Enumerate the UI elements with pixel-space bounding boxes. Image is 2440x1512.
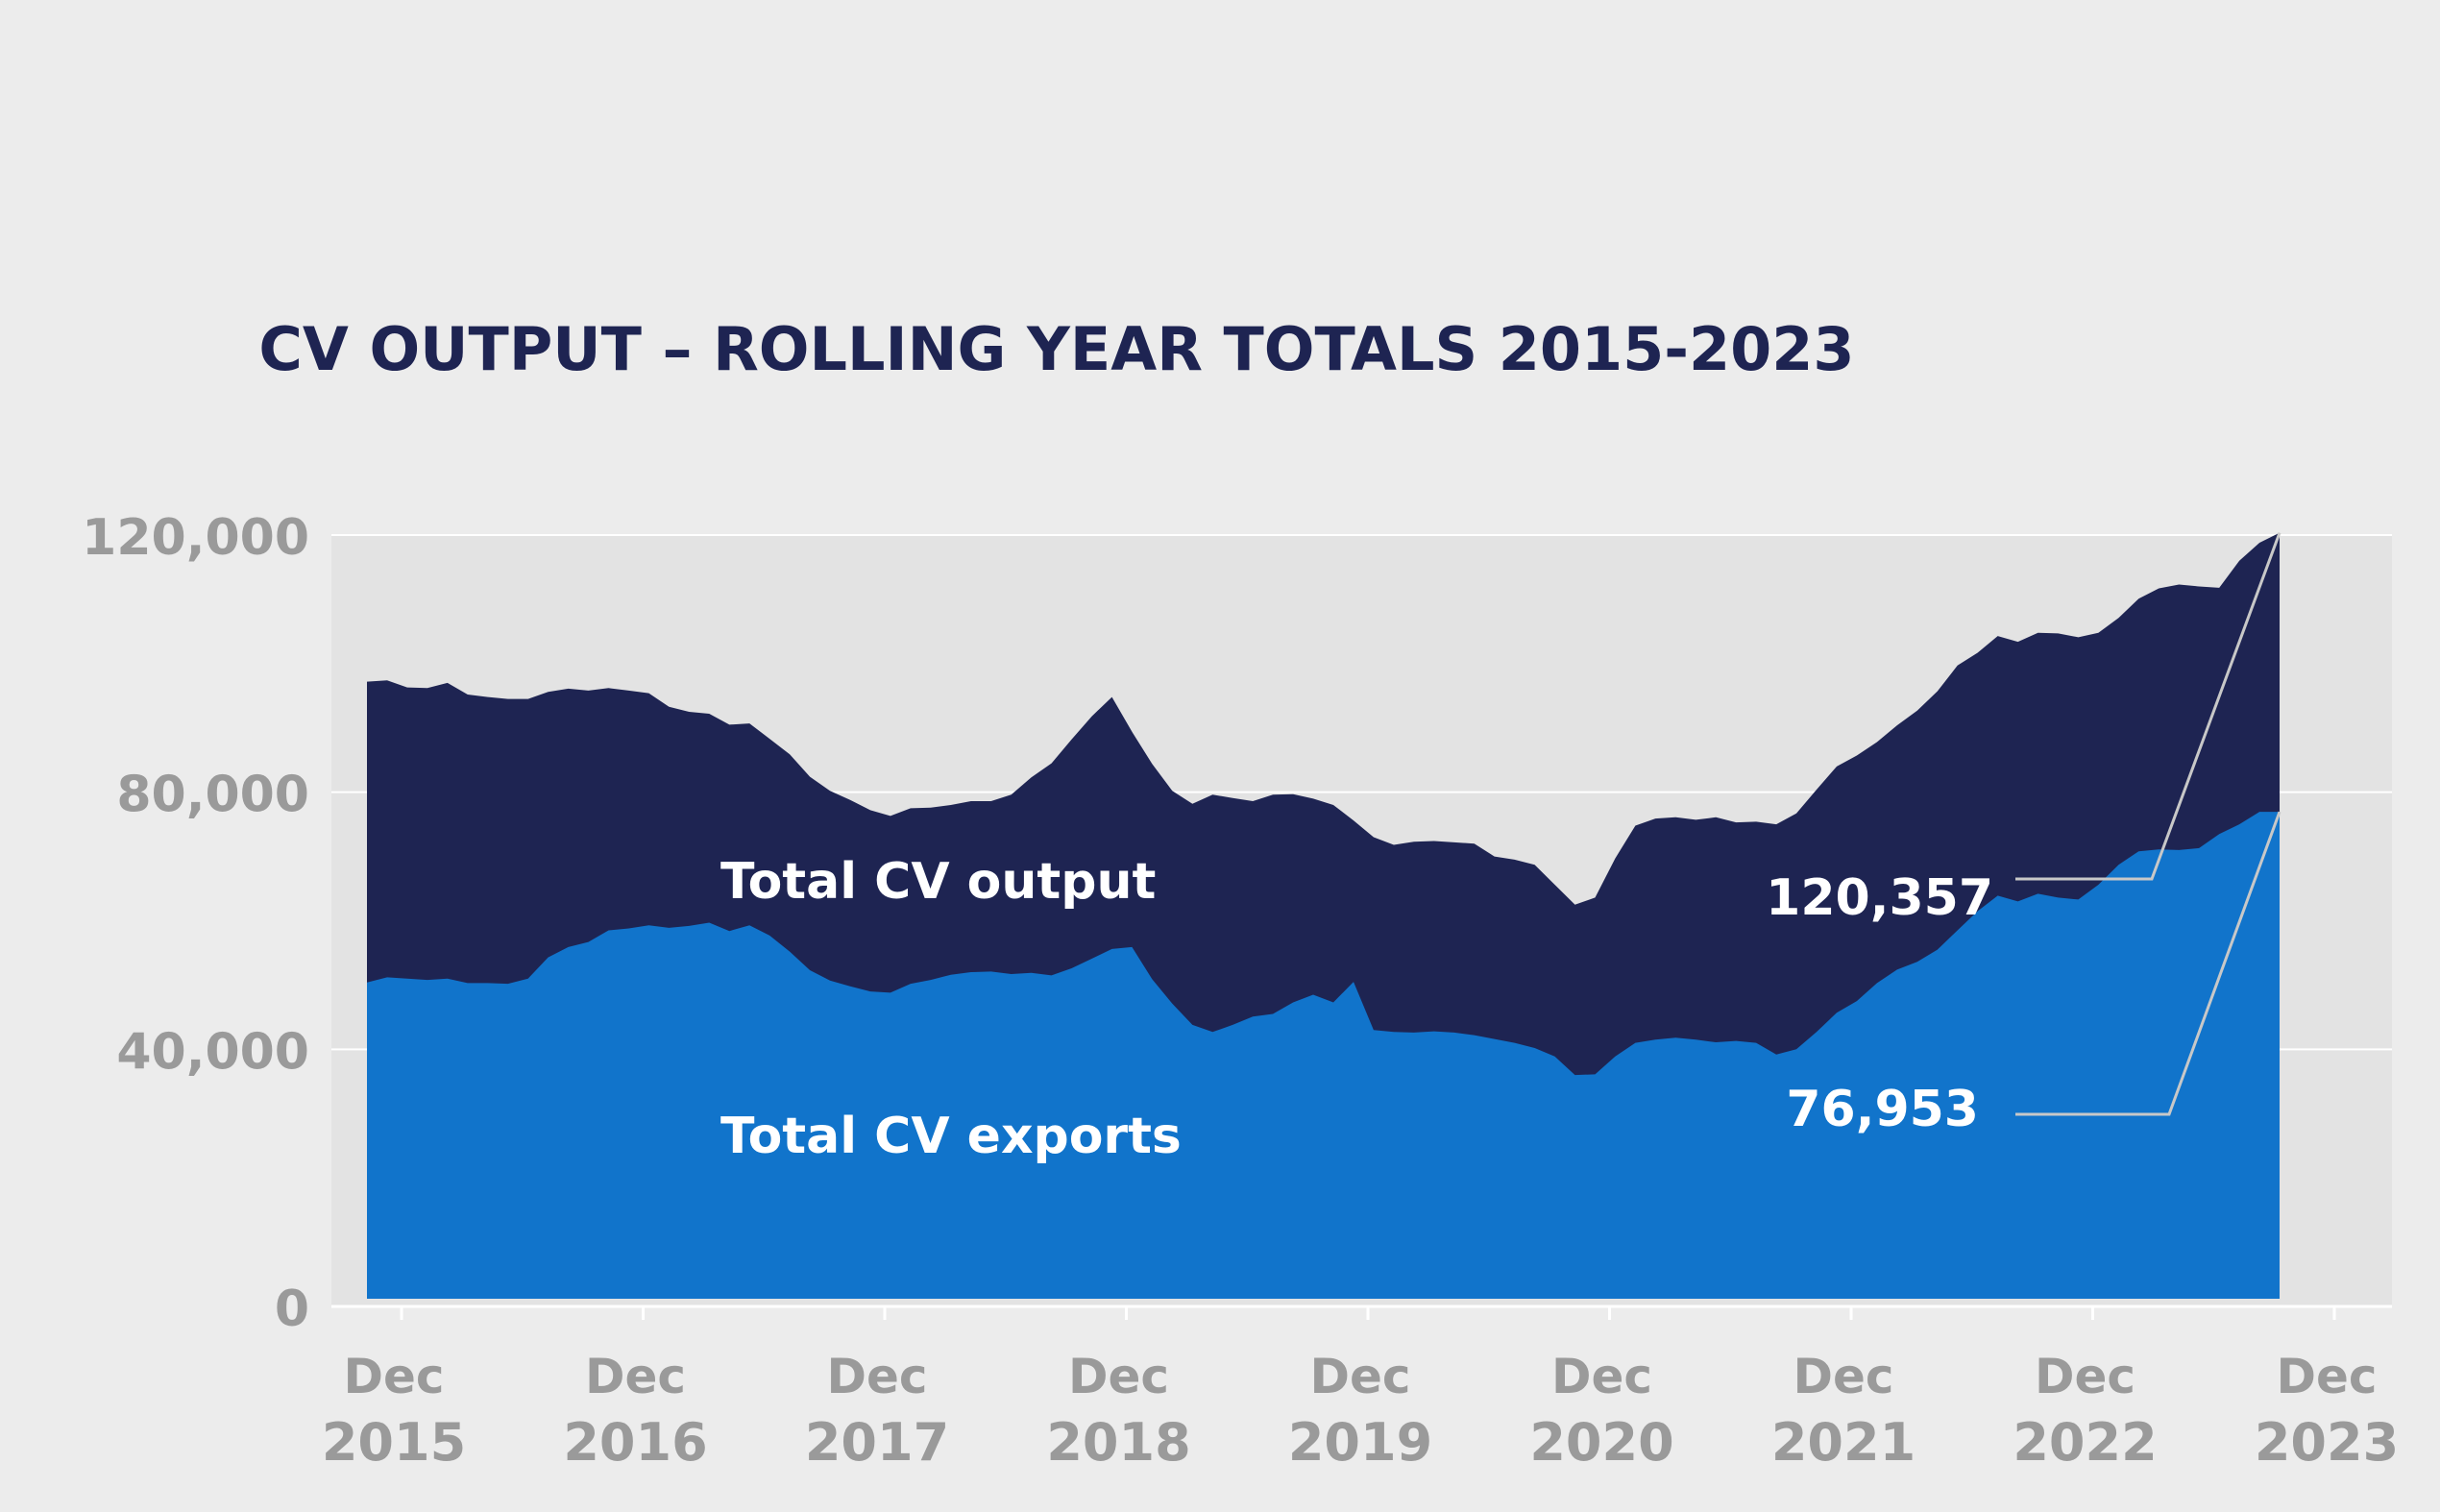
x-axis — [331, 1305, 2392, 1320]
x-tick-year-2015: 2015 — [322, 1412, 466, 1473]
y-tick-label-0: 0 — [275, 1280, 309, 1338]
leader-lines — [2015, 532, 2281, 1116]
x-tick-month-2016: Dec — [585, 1349, 686, 1404]
x-tick-year-2021: 2021 — [1771, 1412, 1915, 1473]
x-tick-month-2015: Dec — [343, 1349, 444, 1404]
x-tick-month-2018: Dec — [1068, 1349, 1169, 1404]
x-tick-month-2022: Dec — [2035, 1349, 2135, 1404]
x-tick-year-2016: 2016 — [563, 1412, 707, 1473]
y-tick-label-1: 40,000 — [116, 1023, 309, 1081]
x-tick-year-2022: 2022 — [2013, 1412, 2157, 1473]
x-tick-month-2019: Dec — [1309, 1349, 1410, 1404]
series-label-output: Total CV output — [720, 853, 1156, 911]
y-tick-labels: 0 40,000 80,000 120,000 — [82, 509, 309, 1338]
x-tick-year-2023: 2023 — [2255, 1412, 2399, 1473]
x-tick-month-2020: Dec — [1551, 1349, 1652, 1404]
area-total-cv-exports — [367, 812, 2280, 1299]
x-tick-year-2018: 2018 — [1046, 1412, 1190, 1473]
chart-title: CV OUTPUT – ROLLING YEAR TOTALS 2015-202… — [258, 314, 1854, 384]
leader-line-exports — [2015, 811, 2281, 1116]
x-tick-year-2019: 2019 — [1288, 1412, 1432, 1473]
x-tick-month-2021: Dec — [1793, 1349, 1893, 1404]
end-value-exports: 76,953 — [1786, 1081, 1979, 1138]
area-series — [367, 532, 2280, 1299]
end-value-output: 120,357 — [1766, 869, 1993, 927]
x-tick-month-2017: Dec — [826, 1349, 927, 1404]
x-tick-month-2023: Dec — [2276, 1349, 2377, 1404]
x-tick-year-2020: 2020 — [1529, 1412, 1673, 1473]
leader-line-output — [2015, 532, 2281, 881]
series-label-exports: Total CV exports — [720, 1108, 1182, 1165]
y-tick-label-2: 80,000 — [116, 767, 309, 824]
x-tick-year-2017: 2017 — [805, 1412, 949, 1473]
x-tick-labels: Dec 2015 Dec 2016 Dec 2017 Dec 2018 Dec 2019 Dec 20… — [322, 1349, 2399, 1473]
y-tick-label-3: 120,000 — [82, 509, 309, 567]
